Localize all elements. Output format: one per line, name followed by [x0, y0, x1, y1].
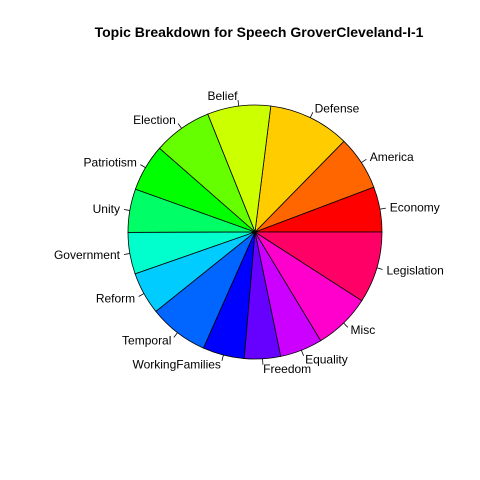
pie-tick-election: [177, 123, 182, 129]
pie-tick-temporal: [173, 332, 178, 338]
pie-label-government: Government: [54, 248, 121, 262]
pie-slices: [127, 104, 383, 360]
pie-label-belief: Belief: [207, 89, 238, 103]
pie-tick-patriotism: [140, 164, 146, 168]
pie-labels: Economy America Defense Belief Election Patri…: [54, 89, 444, 376]
pie-label-temporal: Temporal: [122, 334, 171, 348]
pie-tick-america: [361, 158, 367, 163]
pie-label-workingfamilies: WorkingFamilies: [132, 358, 220, 372]
pie-tick-defense: [309, 112, 314, 118]
pie-label-defense: Defense: [315, 102, 360, 116]
pie-label-unity: Unity: [93, 202, 120, 216]
pie-label-patriotism: Patriotism: [84, 156, 137, 170]
pie-tick-government: [123, 253, 130, 255]
pie-label-legislation: Legislation: [386, 264, 443, 278]
pie-tick-legislation: [376, 267, 383, 270]
pie-label-equality: Equality: [305, 353, 348, 367]
pie-label-election: Election: [133, 113, 176, 127]
pie-tick-reform: [138, 293, 145, 297]
pie-slice-defense: [254, 105, 345, 234]
chart-title: Topic Breakdown for Speech GroverClevela…: [95, 24, 424, 40]
pie-label-misc: Misc: [351, 323, 376, 337]
pie-label-freedom: Freedom: [263, 362, 311, 376]
pie-label-economy: Economy: [390, 200, 440, 214]
pie-tick-equality: [301, 350, 304, 356]
pie-tick-misc: [343, 322, 349, 328]
pie-tick-economy: [379, 207, 386, 210]
pie-label-reform: Reform: [96, 291, 135, 305]
pie-tick-workingfamilies: [221, 354, 224, 361]
pie-tick-unity: [123, 209, 130, 211]
pie-label-america: America: [370, 150, 414, 164]
pie-slice-legislation: [253, 231, 383, 302]
pie-tick-belief: [237, 100, 240, 107]
